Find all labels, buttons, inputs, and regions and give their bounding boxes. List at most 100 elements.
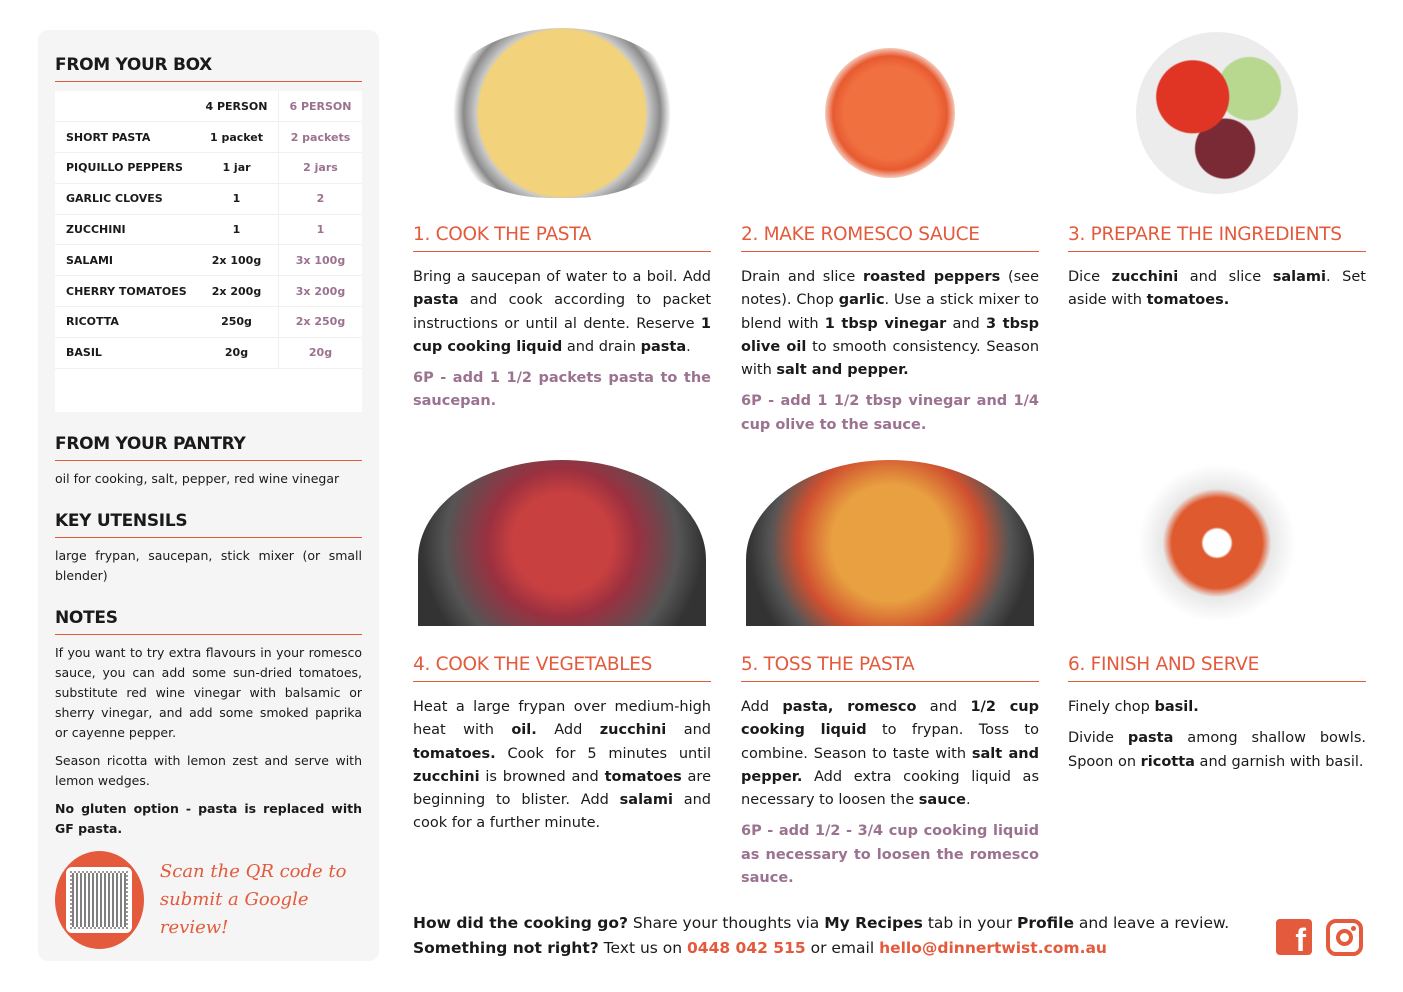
chopped-ingredients-image [1068, 30, 1366, 196]
six-person-note: 6P - add 1/2 - 3/4 cup cooking liquid as… [741, 823, 1039, 887]
qty-4: 1 [195, 214, 279, 246]
text-segment: pasta [413, 292, 459, 309]
ingredients-table: 4 PERSON 6 PERSON SHORT PASTA 1 packet 2 pa… [55, 91, 362, 413]
phone-link[interactable]: 0448 042 515 [687, 939, 806, 957]
ingredient-name: CHERRY TOMATOES [55, 275, 195, 308]
qty-6: 2 jars [278, 152, 362, 184]
step-1: 1. COOK THE PASTA Bring a saucepan of wat… [413, 28, 711, 422]
text-segment: pasta [1127, 730, 1174, 747]
qty-4: 2x 200g [195, 275, 279, 308]
step-5: 5. TOSS THE PASTA Add pasta, romesco and … [741, 460, 1039, 898]
step-title: 6. FINISH AND SERVE [1068, 654, 1366, 682]
qty-4: 20g [195, 337, 279, 369]
text-segment: and slice [1178, 269, 1273, 285]
text-segment: . Set aside with [1068, 269, 1366, 309]
notes-p3: No gluten option - pasta is replaced wit… [55, 801, 362, 837]
instagram-icon[interactable] [1326, 919, 1363, 956]
ingredient-name: BASIL [55, 337, 195, 369]
text-segment: Dice [1068, 269, 1112, 285]
step-title: 3. PREPARE THE INGREDIENTS [1068, 224, 1366, 252]
text-segment: pasta, romesco [782, 699, 917, 715]
box-title: FROM YOUR BOX [55, 55, 362, 82]
pasta-in-frypan-image [741, 460, 1039, 626]
qr-code[interactable] [55, 851, 144, 950]
text-segment: . [686, 338, 691, 355]
six-person-note: 6P - add 1 1/2 packets pasta to the sauc… [413, 370, 711, 410]
step-text: Heat a large frypan over medium-high hea… [413, 696, 711, 836]
qty-6: 1 [278, 214, 362, 246]
step-title: 2. MAKE ROMESCO SAUCE [741, 224, 1039, 252]
qr-section[interactable]: Scan the QR code to submit a Google revi… [55, 851, 362, 950]
ingredient-name: PIQUILLO PEPPERS [55, 152, 195, 184]
step-title: 1. COOK THE PASTA [413, 224, 711, 252]
text-segment: Add [741, 699, 783, 715]
ingredient-row: SALAMI 2x 100g 3x 100g [55, 244, 362, 277]
ingredient-row: CHERRY TOMATOES 2x 200g 3x 200g [55, 275, 362, 308]
text-segment: Heat a large frypan over medium-high hea… [413, 699, 711, 739]
notes-title: NOTES [55, 608, 362, 636]
text-segment: zucchini [1111, 269, 1179, 285]
text-segment: pasta [640, 338, 687, 355]
six-person-note: 6P - add 1 1/2 tbsp vinegar and 1/4 cup … [741, 393, 1039, 433]
text-segment: and drain [562, 338, 641, 355]
step-text: Divide pasta among shallow bowls. Spoon … [1068, 727, 1366, 774]
text-segment: is browned and [479, 768, 605, 785]
ingredient-name: RICOTTA [55, 306, 195, 338]
qty-4: 1 [195, 183, 279, 215]
step-3: 3. PREPARE THE INGREDIENTS Dice zucchini … [1068, 30, 1366, 321]
ingredient-row: ZUCCHINI 1 1 [55, 214, 362, 246]
text-segment: to smooth consistency. Season with [741, 338, 1040, 379]
ingredient-name: GARLIC CLOVES [55, 183, 195, 215]
text-segment: and cook for a further minute. [413, 792, 712, 832]
step-text: Finely chop basil. [1068, 696, 1366, 719]
facebook-icon[interactable]: f [1276, 919, 1312, 955]
text-segment: 1 tbsp vinegar [824, 315, 947, 332]
ingredient-row: RICOTTA 250g 2x 250g [55, 306, 362, 338]
vegetables-in-frypan-image [413, 460, 711, 626]
step-6: 6. FINISH AND SERVE Finely chop basil. Div… [1068, 460, 1366, 782]
ingredient-name: ZUCCHINI [55, 214, 195, 246]
step-2: 2. MAKE ROMESCO SAUCE Drain and slice roa… [741, 30, 1039, 445]
text-segment: and cook according to packet instruction… [413, 292, 711, 332]
text-segment: tomatoes. [1146, 292, 1230, 309]
step-text: Bring a saucepan of water to a boil. Add… [413, 266, 711, 359]
text-segment: Drain and slice [741, 269, 863, 285]
text-segment: zucchini [413, 768, 480, 785]
text-segment: garlic [838, 292, 885, 309]
text-segment: are beginning to blister. Add [413, 768, 711, 809]
qty-4: 250g [195, 306, 279, 338]
col-6-person: 6 PERSON [278, 91, 362, 123]
utensils-title: KEY UTENSILS [55, 511, 362, 539]
step-text: Dice zucchini and slice salami. Set asid… [1068, 266, 1366, 313]
notes-p2: Season ricotta with lemon zest and serve… [55, 753, 362, 789]
email-link[interactable]: hello@dinnertwist.com.au [879, 939, 1107, 957]
text-segment: salami [1272, 269, 1326, 285]
ingredient-row: PIQUILLO PEPPERS 1 jar 2 jars [55, 152, 362, 184]
text-segment: Bring a saucepan of water to a boil. Add [413, 269, 711, 285]
ingredient-name: SALAMI [55, 244, 195, 277]
step-title: 4. COOK THE VEGETABLES [413, 654, 711, 682]
text-segment: and [946, 315, 986, 332]
sidebar: FROM YOUR BOX 4 PERSON 6 PERSON SHORT PAS… [38, 30, 379, 961]
text-segment: 3 tbsp olive oil [741, 315, 1039, 355]
text-segment: . [965, 792, 971, 809]
text-segment: sauce [918, 792, 966, 809]
text-segment: . Use a stick mixer to blend with [741, 292, 1039, 332]
step-title: 5. TOSS THE PASTA [741, 654, 1039, 682]
served-bowl-image [1068, 460, 1366, 626]
text-segment: (see notes). Chop [741, 269, 1039, 309]
step-text: Add pasta, romesco and 1/2 cup cooking l… [741, 696, 1039, 812]
qr-line1: Scan the QR code to [159, 861, 347, 883]
text-segment: and [916, 699, 971, 715]
qty-4: 1 jar [195, 152, 279, 184]
notes-p1: If you want to try extra flavours in you… [55, 645, 362, 741]
qty-4: 2x 100g [195, 244, 279, 277]
text-segment: tomatoes [604, 768, 682, 785]
step-text: Drain and slice roasted peppers (see not… [741, 266, 1039, 382]
ingredient-row: GARLIC CLOVES 1 2 [55, 183, 362, 215]
text-segment: Finely chop [1068, 699, 1155, 715]
text-segment: and [666, 722, 712, 739]
qty-6: 3x 200g [278, 275, 362, 308]
text-segment: basil. [1154, 699, 1199, 715]
ingredient-row: BASIL 20g 20g [55, 337, 362, 369]
